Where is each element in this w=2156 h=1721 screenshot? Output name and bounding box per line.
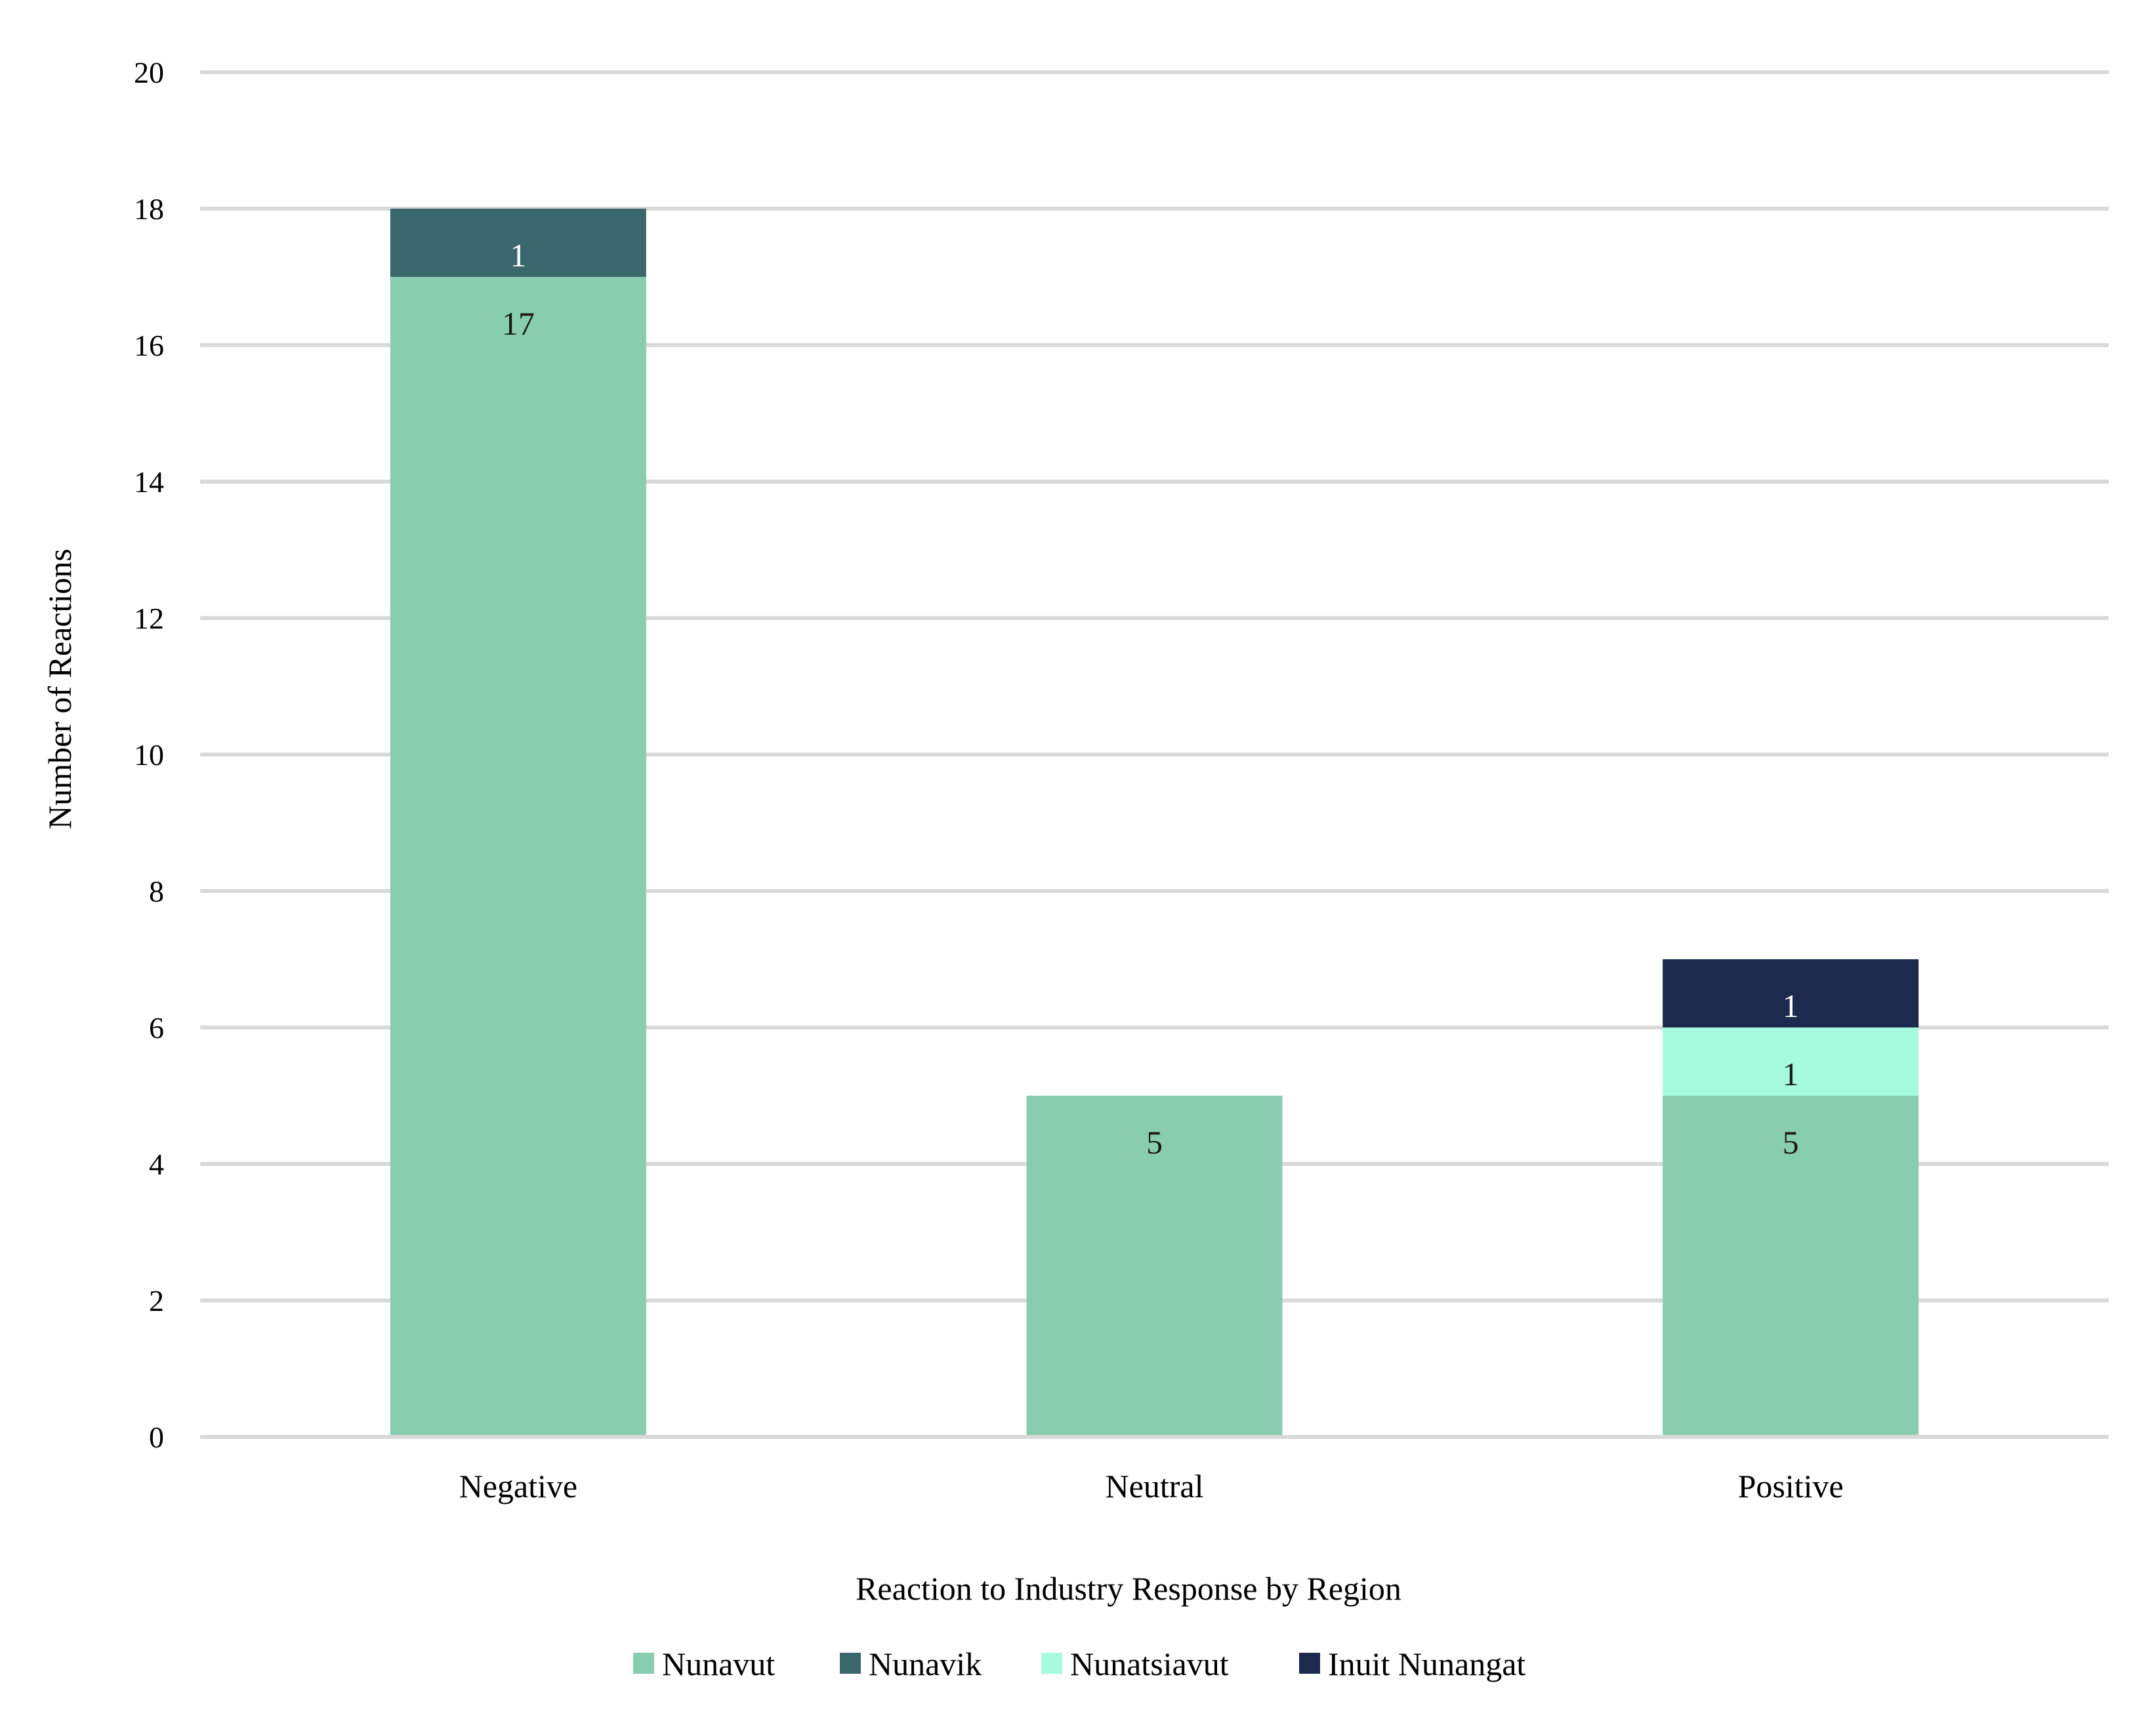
y-tick-label: 8 [149,875,164,908]
y-tick-label: 20 [134,56,164,89]
y-tick-label: 18 [134,192,164,226]
legend-item: Nunavut [633,1646,775,1682]
bar-segment [1663,1096,1919,1437]
bar-segment [1663,1027,1919,1096]
data-labels: 17 1 5 5 1 1 [502,237,1799,1161]
legend-item: Nunavik [840,1646,982,1682]
data-label: 1 [1783,987,1799,1024]
x-tick-label: Neutral [1106,1468,1204,1504]
legend-label: Nunavut [662,1646,775,1682]
y-tick-label: 14 [134,465,164,499]
y-tick-label: 16 [134,329,164,362]
data-label: 1 [1783,1056,1799,1092]
y-tick-label: 0 [149,1420,164,1454]
data-label: 5 [1146,1124,1163,1161]
y-tick-label: 2 [149,1284,164,1317]
y-tick-label: 6 [149,1011,164,1045]
data-label: 17 [502,305,535,342]
x-axis-title: Reaction to Industry Response by Region [856,1570,1401,1607]
bar-segment [390,277,646,1437]
bars [390,209,1919,1437]
legend-swatch [1041,1653,1062,1674]
bar-segment [1026,1096,1283,1437]
data-label: 1 [510,237,526,274]
y-axis-ticks: 0 2 4 6 8 10 12 14 16 18 20 [134,56,164,1454]
legend-swatch [633,1653,654,1674]
legend-label: Inuit Nunangat [1328,1646,1525,1682]
legend-item: Inuit Nunangat [1299,1646,1525,1682]
y-tick-label: 12 [134,602,164,635]
bar-segment [390,209,646,277]
y-tick-label: 10 [134,738,164,772]
legend-label: Nunavik [869,1646,982,1682]
data-label: 5 [1783,1124,1799,1161]
y-axis-title: Number of Reactions [41,549,78,829]
x-axis-ticks: Negative Neutral Positive [200,1435,2109,1504]
legend-label: Nunatsiavut [1070,1646,1229,1682]
legend-swatch [840,1653,861,1674]
y-tick-label: 4 [149,1148,164,1181]
bar-segment [1663,959,1919,1027]
legend-item: Nunatsiavut [1041,1646,1229,1682]
x-tick-label: Positive [1738,1468,1844,1504]
x-tick-label: Negative [459,1468,577,1504]
legend: Nunavut Nunavik Nunatsiavut Inuit Nunangat [633,1646,1525,1682]
legend-swatch [1299,1653,1320,1674]
